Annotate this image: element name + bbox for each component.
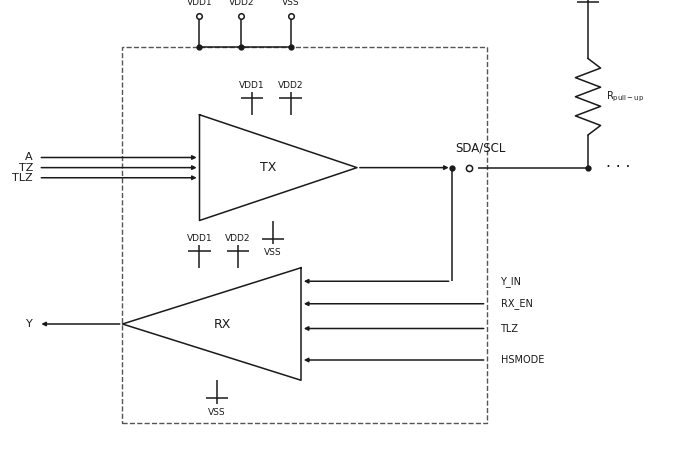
Text: VDD2: VDD2 (225, 234, 251, 243)
Text: VSS: VSS (208, 408, 226, 417)
Text: · · ·: · · · (606, 160, 630, 175)
Text: A: A (25, 153, 33, 162)
Text: VSS: VSS (281, 0, 300, 7)
Text: RX: RX (214, 318, 231, 330)
Text: VDD1: VDD1 (187, 234, 212, 243)
Bar (122, 47, 486, 423)
Text: Y: Y (26, 319, 33, 329)
Text: TZ: TZ (18, 162, 33, 173)
Text: HSMODE: HSMODE (500, 355, 544, 365)
Text: VDD1: VDD1 (187, 0, 212, 7)
Text: VDD1: VDD1 (239, 81, 265, 90)
Text: Y_IN: Y_IN (500, 276, 522, 287)
Text: SDA/SCL: SDA/SCL (455, 141, 505, 154)
Text: VSS: VSS (264, 248, 282, 257)
Text: TLZ: TLZ (13, 173, 33, 183)
Text: VDD2: VDD2 (229, 0, 254, 7)
Text: RX_EN: RX_EN (500, 298, 533, 309)
Text: TLZ: TLZ (500, 324, 519, 333)
Text: R$_{\mathregular{pull-up}}$: R$_{\mathregular{pull-up}}$ (606, 90, 643, 104)
Text: VDD2: VDD2 (278, 81, 303, 90)
Text: TX: TX (260, 161, 276, 174)
